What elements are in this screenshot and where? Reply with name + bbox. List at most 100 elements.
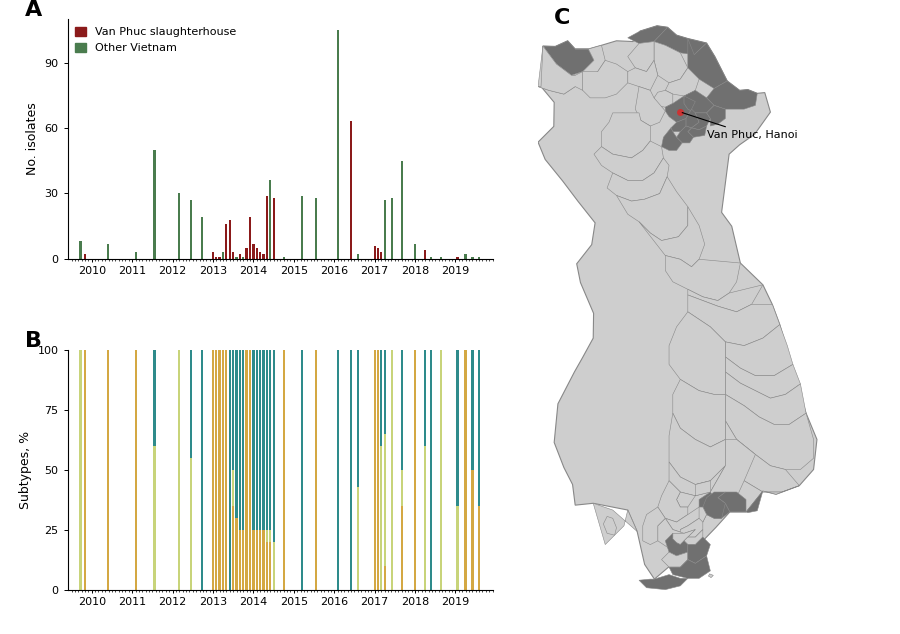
Bar <box>212 252 214 259</box>
Polygon shape <box>699 492 730 518</box>
Bar <box>424 446 427 590</box>
Bar <box>424 350 427 446</box>
Bar <box>252 529 255 590</box>
Polygon shape <box>538 46 582 94</box>
Bar <box>263 254 265 259</box>
Polygon shape <box>594 141 663 181</box>
Polygon shape <box>710 466 799 512</box>
Bar <box>235 257 238 259</box>
Polygon shape <box>665 256 741 301</box>
Bar <box>478 350 480 506</box>
Bar <box>374 350 376 590</box>
Bar <box>229 219 231 259</box>
Bar <box>221 350 224 590</box>
Bar <box>246 248 248 259</box>
Bar <box>400 470 403 506</box>
Polygon shape <box>691 113 710 130</box>
Polygon shape <box>688 126 706 138</box>
Bar <box>269 529 272 541</box>
Bar <box>252 243 255 259</box>
Bar <box>238 350 241 529</box>
Polygon shape <box>725 421 799 492</box>
Bar <box>201 350 203 590</box>
Bar <box>190 350 192 458</box>
Bar <box>79 242 82 259</box>
Polygon shape <box>746 491 763 513</box>
Bar <box>259 350 261 529</box>
Polygon shape <box>628 60 658 90</box>
Polygon shape <box>706 105 725 126</box>
Bar <box>135 252 138 259</box>
Bar <box>215 257 217 259</box>
Bar <box>242 350 245 529</box>
Polygon shape <box>725 325 793 375</box>
Bar <box>400 506 403 590</box>
Y-axis label: No. isolates: No. isolates <box>26 103 39 175</box>
Bar <box>219 350 220 590</box>
Polygon shape <box>677 126 693 143</box>
Bar <box>456 257 459 259</box>
Bar <box>232 506 234 590</box>
Bar <box>383 566 386 590</box>
Bar <box>266 350 268 529</box>
Bar <box>153 446 156 590</box>
Bar <box>424 250 427 259</box>
Polygon shape <box>684 96 696 119</box>
Bar <box>79 350 82 590</box>
Polygon shape <box>688 39 727 89</box>
Bar <box>107 243 109 259</box>
Bar <box>380 252 382 259</box>
Bar <box>238 254 241 259</box>
Polygon shape <box>654 27 706 55</box>
Bar <box>377 248 379 259</box>
Bar <box>263 529 265 590</box>
Bar <box>478 506 480 590</box>
Bar <box>252 350 255 529</box>
Bar <box>383 434 386 566</box>
Bar <box>414 243 416 259</box>
Bar <box>232 252 234 259</box>
Bar <box>414 350 416 590</box>
Polygon shape <box>680 507 706 529</box>
Bar <box>374 246 376 259</box>
Polygon shape <box>684 529 703 545</box>
Polygon shape <box>688 295 779 346</box>
Bar <box>283 350 284 590</box>
Bar <box>273 198 274 259</box>
Polygon shape <box>658 481 688 522</box>
Polygon shape <box>616 177 688 240</box>
Bar <box>235 518 238 590</box>
Bar <box>269 180 272 259</box>
Bar <box>391 350 392 590</box>
Bar <box>464 254 467 259</box>
Bar <box>190 200 192 259</box>
Bar <box>256 529 257 590</box>
Bar <box>84 350 86 590</box>
Bar <box>283 257 284 259</box>
Bar <box>263 350 265 529</box>
Polygon shape <box>669 312 725 394</box>
Polygon shape <box>673 529 696 545</box>
Bar <box>356 486 359 590</box>
Bar <box>266 195 268 259</box>
Bar <box>190 458 192 590</box>
Polygon shape <box>639 207 705 267</box>
Bar <box>215 350 217 590</box>
Bar <box>315 350 317 590</box>
Bar <box>380 350 382 446</box>
Bar <box>238 529 241 590</box>
Text: C: C <box>554 8 570 28</box>
Bar <box>256 350 257 529</box>
Polygon shape <box>603 517 616 535</box>
Polygon shape <box>628 42 654 72</box>
Bar <box>356 350 359 486</box>
Bar <box>464 350 467 590</box>
Polygon shape <box>670 119 686 132</box>
Bar <box>242 257 245 259</box>
Polygon shape <box>538 46 575 94</box>
Polygon shape <box>703 492 725 518</box>
Bar <box>350 122 352 259</box>
Bar <box>153 150 156 259</box>
Bar <box>380 446 382 590</box>
Bar <box>246 350 248 590</box>
